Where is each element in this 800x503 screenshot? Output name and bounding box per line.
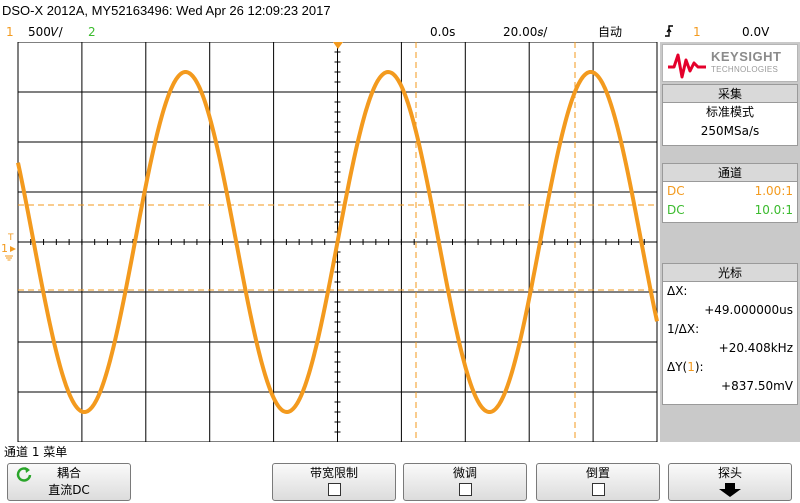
trigger-source: 1 [693, 25, 701, 39]
time-offset: 0.0s [430, 25, 456, 39]
softkey-probe[interactable]: 探头 [668, 463, 792, 501]
ch2-probe-ratio: 10.0:1 [754, 203, 793, 217]
softkey-fine[interactable]: 微调 [403, 463, 527, 501]
cursor-box: 光标 ΔX: +49.000000us 1/ΔX: +20.408kHz ΔY(… [662, 263, 798, 405]
trigger-level: 0.0V [742, 25, 770, 39]
rotate-arrow-icon [16, 466, 32, 485]
trigger-position-marker [333, 42, 343, 49]
window-title: DSO-X 2012A, MY52163496: Wed Apr 26 12:0… [2, 3, 331, 18]
logo-name: KEYSIGHT [711, 49, 782, 64]
softkey-coupling-value: 直流DC [48, 483, 90, 497]
inv-dx-value: +20.408kHz [718, 341, 793, 355]
logo-subtitle: TECHNOLOGIES [711, 65, 779, 74]
softkey-coupling-label: 耦合 [56, 466, 81, 480]
channel-box: 通道 DC 1.00:1 DC 10.0:1 [662, 163, 798, 223]
rising-edge-icon [664, 24, 674, 44]
cursor-header: 光标 [663, 264, 797, 282]
softkey-coupling[interactable]: 耦合 直流DC [7, 463, 131, 501]
ch1-coupling: DC [667, 184, 685, 198]
inv-dx-label: 1/ΔX: [667, 322, 700, 336]
scope-display[interactable]: T 1 [0, 42, 660, 442]
time-scale: 20.00𝑠/ [503, 25, 548, 39]
waveform-graticule: T 1 [1, 42, 659, 442]
ch1-scale: 500𝑉/ [28, 25, 63, 39]
dx-label: ΔX: [667, 284, 688, 298]
bandwidth-limit-checkbox[interactable] [327, 483, 341, 496]
invert-checkbox[interactable] [591, 483, 605, 496]
softkey-invert-label: 倒置 [585, 466, 610, 480]
acquisition-box: 采集 标准模式 250MSa/s [662, 84, 798, 146]
keysight-logo: KEYSIGHT TECHNOLOGIES [662, 44, 798, 82]
ch1-indicator[interactable]: 1 [6, 25, 14, 39]
softkey-fine-label: 微调 [452, 466, 477, 480]
ch1-ground-marker: 1 [1, 242, 8, 255]
dy-label: ΔY(1): [667, 360, 704, 374]
sample-rate: 250MSa/s [700, 124, 760, 138]
ch2-indicator[interactable]: 2 [88, 25, 96, 39]
trigger-mode: 自动 [598, 25, 623, 39]
ch1-info-row: DC 1.00:1 [663, 182, 797, 201]
menu-title: 通道 1 菜单 [4, 445, 68, 459]
ch1-probe-ratio: 1.00:1 [754, 184, 793, 198]
acquisition-mode: 标准模式 [705, 105, 754, 119]
softkey-bandwidth-limit[interactable]: 带宽限制 [272, 463, 396, 501]
trigger-level-marker: T [7, 233, 14, 243]
ch1-waveform [16, 70, 659, 414]
softkey-invert[interactable]: 倒置 [536, 463, 660, 501]
fine-checkbox[interactable] [458, 483, 472, 496]
status-row: 1 500𝑉/ 2 0.0s 20.00𝑠/ 自动 1 0.0V [0, 22, 800, 42]
keysight-wave-icon [668, 53, 706, 79]
arrow-down-icon [716, 483, 744, 501]
ch2-coupling: DC [667, 203, 685, 217]
dy-value: +837.50mV [721, 379, 793, 393]
channel-header: 通道 [663, 164, 797, 182]
ch2-info-row: DC 10.0:1 [663, 201, 797, 220]
dy-channel: 1 [687, 360, 695, 374]
softkey-bandwidth-limit-label: 带宽限制 [309, 466, 358, 480]
dx-value: +49.000000us [704, 303, 793, 317]
acquisition-header: 采集 [663, 85, 797, 103]
softkey-probe-label: 探头 [717, 466, 742, 480]
side-panel: KEYSIGHT TECHNOLOGIES 采集 标准模式 250MSa/s 通… [660, 42, 800, 442]
